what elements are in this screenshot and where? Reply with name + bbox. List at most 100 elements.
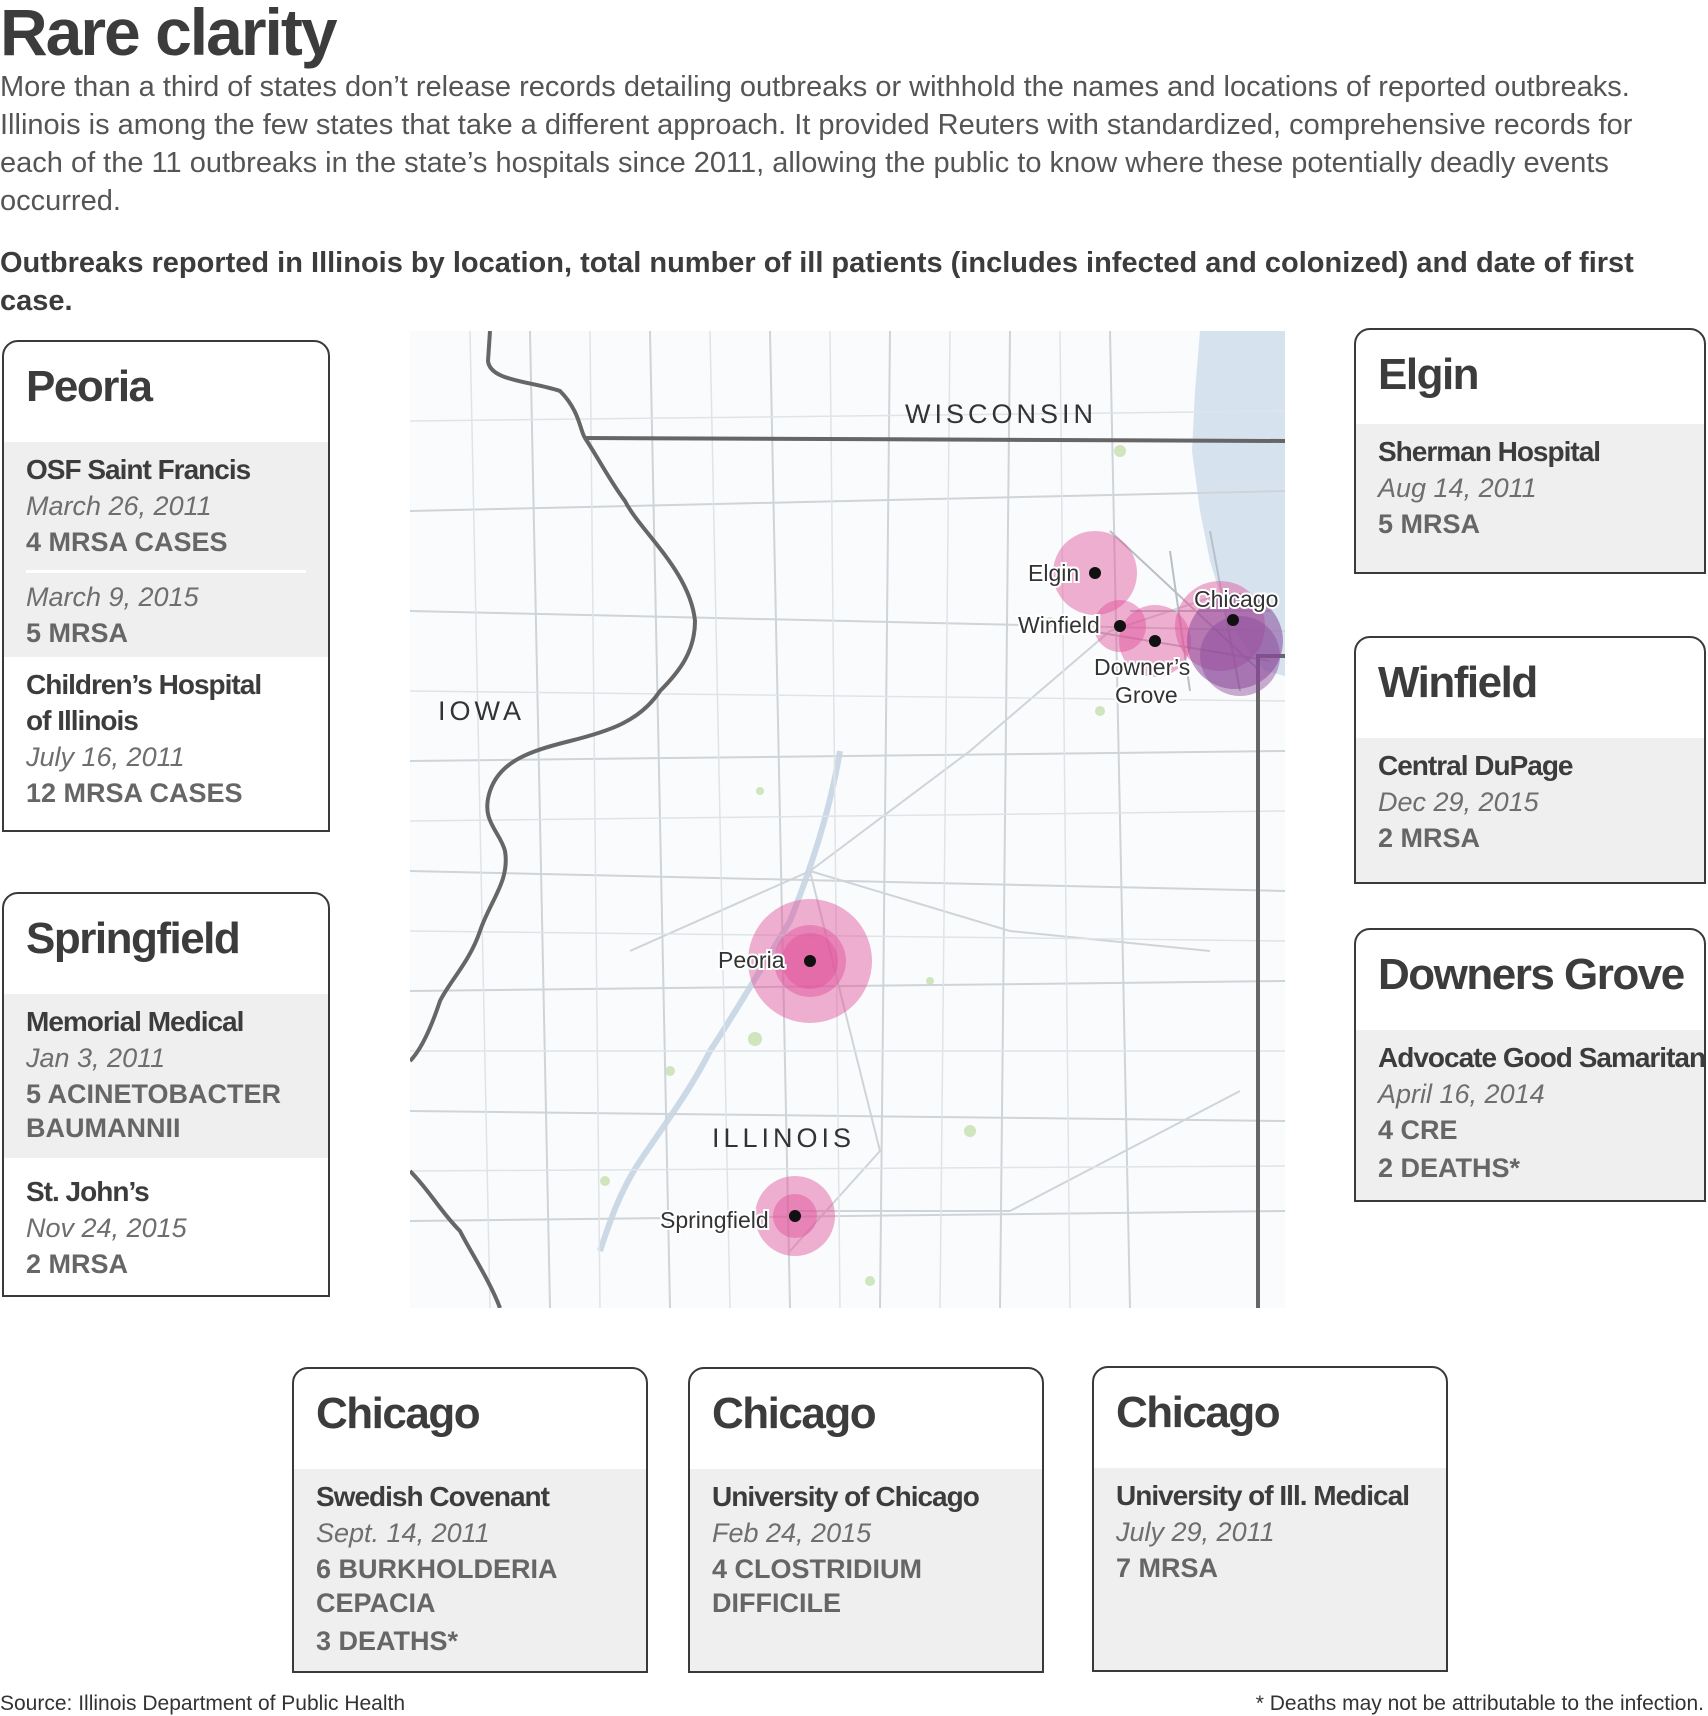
case-count: 5 MRSA [1378, 509, 1481, 539]
outbreak-date: July 16, 2011 [26, 742, 185, 772]
illinois-river [597, 750, 843, 1252]
outbreak-date: Sept. 14, 2011 [316, 1518, 490, 1548]
card-city: Peoria [26, 362, 153, 411]
page-title: Rare clarity [0, 0, 338, 69]
entry-advocate-good-samaritan: Advocate Good Samaritan April 16, 2014 4… [1356, 1030, 1706, 1200]
state-label-iowa: IOWA [438, 696, 525, 726]
case-count: BAUMANNII [26, 1113, 181, 1143]
park-areas [600, 445, 1126, 1286]
entry-central-dupage: Central DuPage Dec 29, 2015 2 MRSA [1356, 738, 1704, 882]
card-chicago-university-of-chicago: Chicago University of Chicago Feb 24, 20… [688, 1367, 1044, 1673]
city-label-springfield: Springfield [660, 1207, 769, 1233]
entry-university-of-chicago: University of Chicago Feb 24, 2015 4 CLO… [690, 1469, 1042, 1671]
case-count: 5 ACINETOBACTER [26, 1079, 282, 1109]
hospital-name: OSF Saint Francis [26, 454, 251, 485]
outbreak-date: April 16, 2014 [1378, 1079, 1545, 1109]
hospital-name: Swedish Covenant [316, 1481, 550, 1512]
card-city: Winfield [1378, 658, 1538, 707]
springfield-dot [789, 1210, 801, 1222]
card-downers-grove: Downers Grove Advocate Good Samaritan Ap… [1354, 928, 1706, 1202]
card-peoria: Peoria OSF Saint Francis March 26, 2011 … [2, 340, 330, 832]
entry-childrens-hospital: Children’s Hospital of Illinois July 16,… [4, 657, 328, 821]
source-note: Source: Illinois Department of Public He… [0, 1692, 406, 1715]
downers-grove-dot [1149, 635, 1161, 647]
case-count: 2 MRSA [1378, 823, 1481, 853]
outbreak-date: March 26, 2011 [26, 491, 212, 521]
card-winfield: Winfield Central DuPage Dec 29, 2015 2 M… [1354, 636, 1706, 884]
card-chicago-swedish-covenant: Chicago Swedish Covenant Sept. 14, 2011 … [292, 1367, 648, 1673]
chart-subtitle: Outbreaks reported in Illinois by locati… [0, 247, 1634, 317]
city-label-downers-line2: Grove [1115, 682, 1178, 708]
outbreak-date: March 9, 2015 [26, 582, 199, 612]
card-springfield: Springfield Memorial Medical Jan 3, 2011… [2, 892, 330, 1297]
case-count: 6 BURKHOLDERIA [316, 1554, 558, 1584]
southwest-border [410, 1169, 502, 1308]
case-count: 7 MRSA [1116, 1553, 1219, 1583]
hospital-name: of Illinois [26, 705, 139, 736]
chicago-dot [1227, 614, 1239, 626]
case-count: CEPACIA [316, 1588, 436, 1618]
hospital-name: Children’s Hospital [26, 669, 262, 700]
outbreak-date: Aug 14, 2011 [1378, 473, 1537, 503]
elgin-dot [1089, 567, 1101, 579]
city-label-peoria: Peoria [718, 947, 785, 973]
minor-roads [410, 331, 1285, 1308]
card-city: Downers Grove [1378, 950, 1685, 999]
hospital-name: Advocate Good Samaritan [1378, 1042, 1706, 1073]
entry-sherman-hospital: Sherman Hospital Aug 14, 2011 5 MRSA [1356, 424, 1704, 572]
case-count: 12 MRSA CASES [26, 778, 243, 808]
case-count: 4 CRE [1378, 1115, 1458, 1145]
outbreak-date: Dec 29, 2015 [1378, 787, 1539, 817]
entry-st-johns: St. John’s Nov 24, 2015 2 MRSA [4, 1158, 328, 1292]
card-city: Chicago [316, 1389, 481, 1438]
outbreak-date: Feb 24, 2015 [712, 1518, 872, 1548]
road-network [410, 331, 1285, 1308]
card-elgin: Elgin Sherman Hospital Aug 14, 2011 5 MR… [1354, 328, 1706, 574]
entry-swedish-covenant: Swedish Covenant Sept. 14, 2011 6 BURKHO… [294, 1469, 646, 1671]
card-chicago-university-of-ill-medical: Chicago University of Ill. Medical July … [1092, 1366, 1448, 1672]
hospital-name: University of Chicago [712, 1481, 980, 1512]
outbreak-date: July 29, 2011 [1116, 1517, 1275, 1547]
death-count: 2 DEATHS* [1378, 1153, 1521, 1183]
state-label-illinois: ILLINOIS [712, 1123, 855, 1153]
entry-memorial-medical: Memorial Medical Jan 3, 2011 5 ACINETOBA… [4, 994, 328, 1158]
hospital-name: Sherman Hospital [1378, 436, 1601, 467]
case-count: 2 MRSA [26, 1249, 129, 1279]
state-label-wisconsin: WISCONSIN [905, 399, 1097, 429]
case-count: 4 CLOSTRIDIUM [712, 1554, 923, 1584]
bubble-chicago-uic [1187, 593, 1283, 689]
death-count: 3 DEATHS* [316, 1626, 459, 1656]
deaths-footnote: * Deaths may not be attributable to the … [1255, 1692, 1704, 1715]
hospital-name: University of Ill. Medical [1116, 1480, 1410, 1511]
case-count: 4 MRSA CASES [26, 527, 228, 557]
case-count: 5 MRSA [26, 618, 129, 648]
hospital-name: Central DuPage [1378, 750, 1574, 781]
hospital-name: Memorial Medical [26, 1006, 244, 1037]
mississippi-river-border [410, 331, 698, 1063]
city-labels: Elgin Winfield Downer’s Grove Chicago Pe… [658, 558, 1280, 1235]
intro-text: More than a third of states don’t releas… [0, 71, 1633, 217]
wisconsin-border [584, 436, 1285, 443]
bubble-chicago-uchicago [1200, 616, 1280, 696]
city-label-elgin: Elgin [1028, 560, 1079, 586]
winfield-dot [1114, 620, 1126, 632]
city-label-winfield: Winfield [1018, 612, 1100, 638]
city-label-chicago: Chicago [1194, 586, 1278, 612]
outbreak-date: Jan 3, 2011 [26, 1043, 166, 1073]
card-city: Chicago [712, 1389, 877, 1438]
card-city: Springfield [26, 914, 241, 963]
entry-osf-saint-francis: OSF Saint Francis March 26, 2011 4 MRSA … [4, 442, 328, 657]
state-labels: WISCONSIN IOWA ILLINOIS [438, 399, 1097, 1153]
lake-michigan [1192, 331, 1285, 676]
card-city: Elgin [1378, 350, 1480, 399]
city-dots [789, 567, 1239, 1222]
card-city: Chicago [1116, 1388, 1281, 1437]
outbreak-date: Nov 24, 2015 [26, 1213, 187, 1243]
outbreak-map: WISCONSIN IOWA ILLINOIS Elgin Winfield D… [410, 331, 1285, 1308]
entry-divider [26, 570, 306, 573]
entry-university-of-ill-medical: University of Ill. Medical July 29, 2011… [1094, 1468, 1446, 1670]
peoria-dot [804, 955, 816, 967]
case-count: DIFFICILE [712, 1588, 841, 1618]
city-label-downers-line1: Downer’s [1094, 654, 1190, 680]
hospital-name: St. John’s [26, 1176, 150, 1207]
